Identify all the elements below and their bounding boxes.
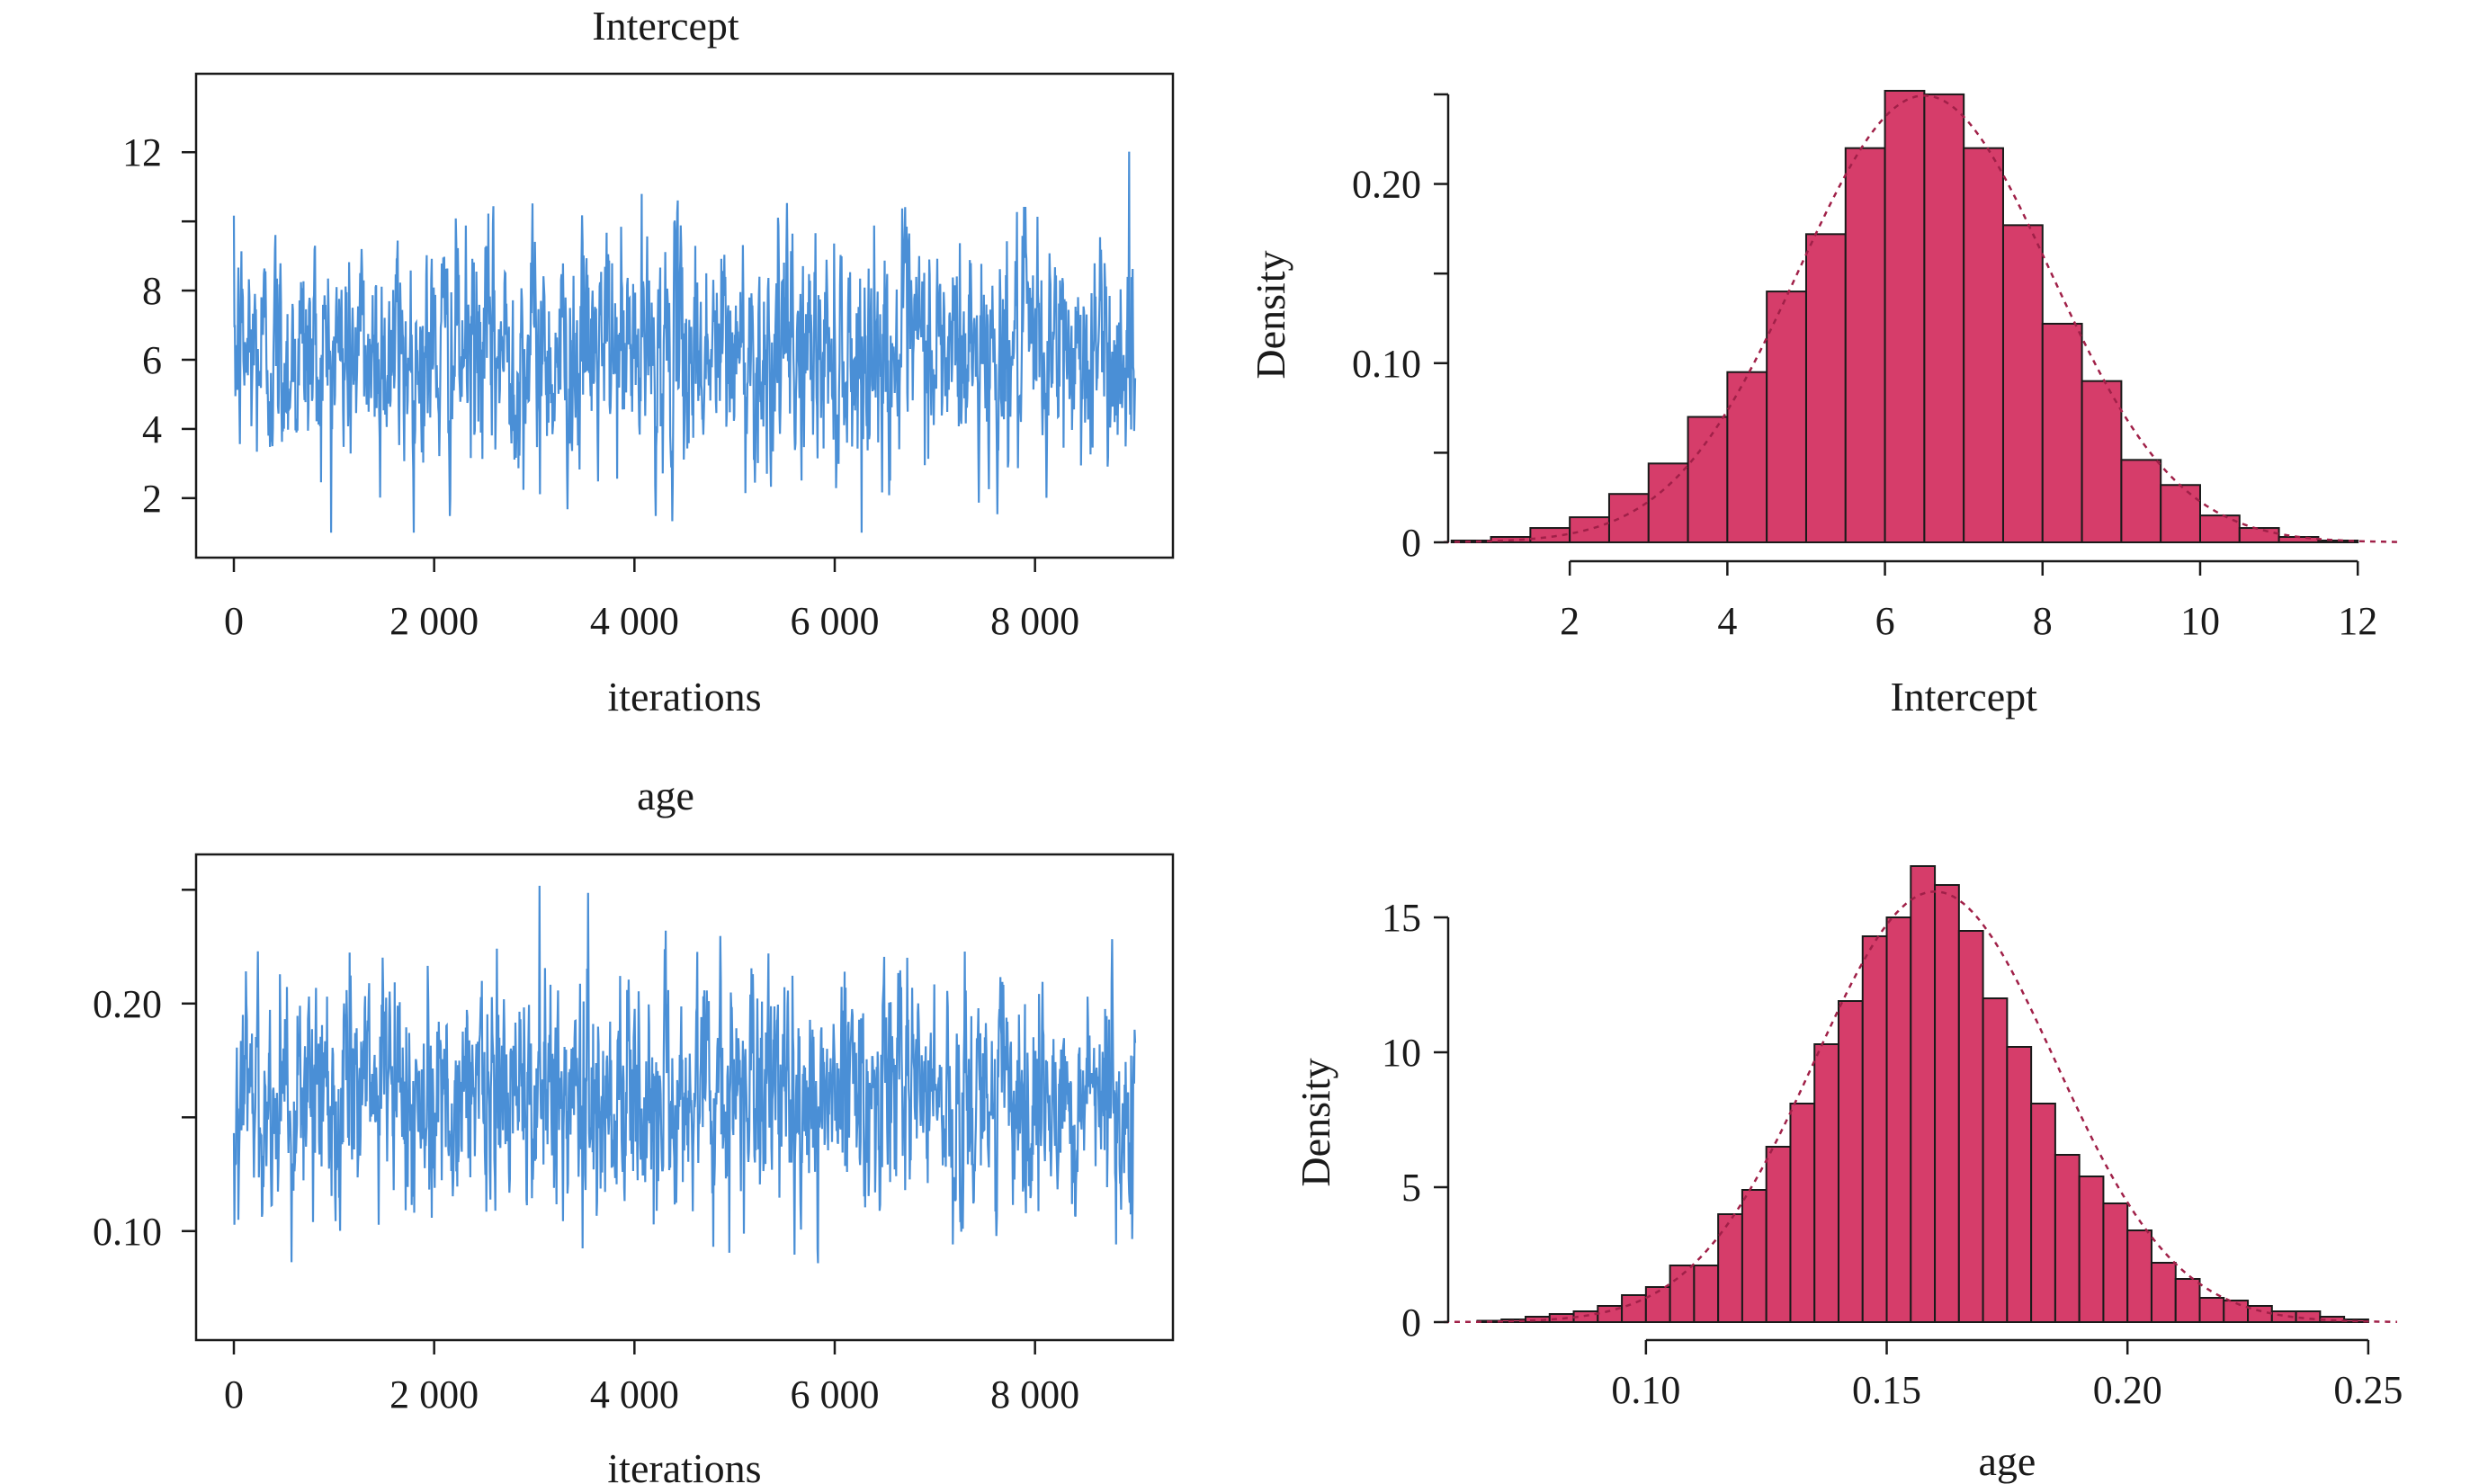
- histogram-bar: [2102, 1202, 2129, 1323]
- histogram-bar: [1693, 1265, 1720, 1323]
- histogram-bar: [2030, 1103, 2056, 1323]
- histogram-bar: [1621, 1294, 1647, 1323]
- x-tick-label: 0: [224, 599, 244, 643]
- histogram-bar: [2126, 1229, 2152, 1323]
- histogram-bar: [1607, 493, 1650, 544]
- x-tick-label: 2: [1560, 599, 1580, 643]
- trace-line: [232, 151, 1137, 533]
- histogram-bar: [2120, 459, 2162, 544]
- histogram-bar: [2150, 1262, 2177, 1323]
- histogram-bar: [1548, 1313, 1575, 1323]
- trace-line: [232, 885, 1137, 1264]
- histogram-bar: [1844, 147, 1886, 543]
- y-axis-title: Density: [1248, 250, 1293, 379]
- y-tick-label: 0.20: [1352, 163, 1421, 207]
- histogram-bar: [1741, 1189, 1768, 1323]
- histogram-bar: [1726, 371, 1768, 543]
- y-tick-label: 4: [142, 407, 162, 451]
- x-tick-label: 4: [1717, 599, 1737, 643]
- y-tick-label: 15: [1382, 896, 1421, 940]
- histogram-bar: [1957, 930, 1984, 1323]
- histogram-bar: [1963, 147, 2004, 543]
- x-tick-label: 0.20: [2093, 1368, 2162, 1412]
- histogram-bar: [1837, 1000, 1864, 1323]
- x-tick-label: 2 000: [389, 1372, 479, 1417]
- histogram-bar: [1804, 233, 1847, 543]
- histogram-age: 0.10 0.15 0.20 0.25 age 0 5 10 15 Density: [1293, 865, 2403, 1484]
- histogram-bar: [2081, 380, 2123, 544]
- histogram-bar: [1934, 884, 1960, 1323]
- trace-plot-title: age: [637, 773, 694, 818]
- y-tick-label: 10: [1382, 1031, 1421, 1075]
- histogram-bar: [1717, 1213, 1743, 1323]
- x-tick-label: 8: [2033, 599, 2053, 643]
- histogram-bar: [1765, 1146, 1792, 1323]
- x-tick-label: 0: [224, 1372, 244, 1417]
- y-tick-label: 2: [142, 477, 162, 521]
- trace-plot-intercept: Intercept 0 2 000 4 000 6 000 8 000 iteration…: [122, 3, 1175, 720]
- x-axis-title: iterations: [607, 674, 761, 720]
- histogram-bar: [1569, 516, 1610, 543]
- plot-frame: [194, 72, 1175, 559]
- x-tick-label: 0.25: [2333, 1368, 2403, 1412]
- histogram-bar: [2247, 1305, 2273, 1323]
- y-tick-label: 0.20: [93, 982, 162, 1026]
- histogram-bar: [1982, 997, 2009, 1323]
- x-tick-label: 8 000: [990, 599, 1079, 643]
- x-tick-label: 4 000: [590, 599, 679, 643]
- y-tick-label: 0.10: [1352, 342, 1421, 386]
- histogram-bar: [2041, 322, 2083, 544]
- histogram-bar: [1647, 462, 1689, 543]
- histogram-bar: [2198, 1297, 2225, 1323]
- histogram-bar: [1789, 1103, 1816, 1323]
- x-tick-label: 2 000: [389, 599, 479, 643]
- histogram-bar: [1910, 865, 1937, 1323]
- x-axis-title: iterations: [607, 1445, 761, 1484]
- histogram-bar: [1923, 93, 1965, 544]
- y-tick-label: 8: [142, 269, 162, 313]
- trace-plot-title: Intercept: [592, 3, 739, 49]
- y-tick-label: 0: [1401, 1301, 1421, 1345]
- histogram-bar: [2001, 224, 2044, 543]
- x-axis-title: age: [1978, 1438, 2036, 1484]
- histogram-bar: [2174, 1278, 2201, 1323]
- y-tick-label: 0.10: [93, 1210, 162, 1254]
- trace-plot-age: age 0 2 000 4 000 6 000 8 000 iterations 0.10 0…: [93, 773, 1175, 1484]
- histogram-bar: [1687, 416, 1729, 543]
- histogram-bar: [1669, 1265, 1696, 1323]
- plot-frame: [194, 853, 1175, 1342]
- x-tick-label: 0.10: [1611, 1368, 1680, 1412]
- histogram-bar: [1885, 916, 1912, 1323]
- histogram-bar: [2006, 1046, 2033, 1323]
- histogram-bar: [1644, 1286, 1671, 1323]
- histogram-bar: [2078, 1176, 2105, 1323]
- y-tick-label: 6: [142, 338, 162, 382]
- histogram-bar: [1861, 935, 1888, 1323]
- y-tick-label: 12: [122, 130, 162, 174]
- x-tick-label: 8 000: [990, 1372, 1079, 1417]
- histogram-bar: [2238, 527, 2280, 543]
- histogram-bar: [2160, 484, 2201, 543]
- histogram-bar: [2054, 1154, 2081, 1323]
- x-tick-label: 10: [2180, 599, 2220, 643]
- x-tick-label: 0.15: [1852, 1368, 1921, 1412]
- y-tick-label: 0: [1401, 521, 1421, 565]
- y-axis-title: Density: [1293, 1058, 1338, 1186]
- x-tick-label: 12: [2338, 599, 2377, 643]
- x-tick-label: 6 000: [791, 599, 880, 643]
- histogram-bar: [1766, 291, 1807, 543]
- x-tick-label: 6 000: [791, 1372, 880, 1417]
- y-tick-label: 5: [1401, 1166, 1421, 1210]
- density-curve: [1444, 890, 2397, 1324]
- histogram-bar: [1884, 89, 1926, 543]
- x-axis-title: Intercept: [1890, 674, 2037, 720]
- x-tick-label: 4 000: [590, 1372, 679, 1417]
- histogram-bar: [1813, 1043, 1839, 1323]
- histogram-intercept: 2 4 6 8 10 12 Intercept 0 0.10 0.20 Density: [1248, 89, 2398, 720]
- x-tick-label: 6: [1875, 599, 1895, 643]
